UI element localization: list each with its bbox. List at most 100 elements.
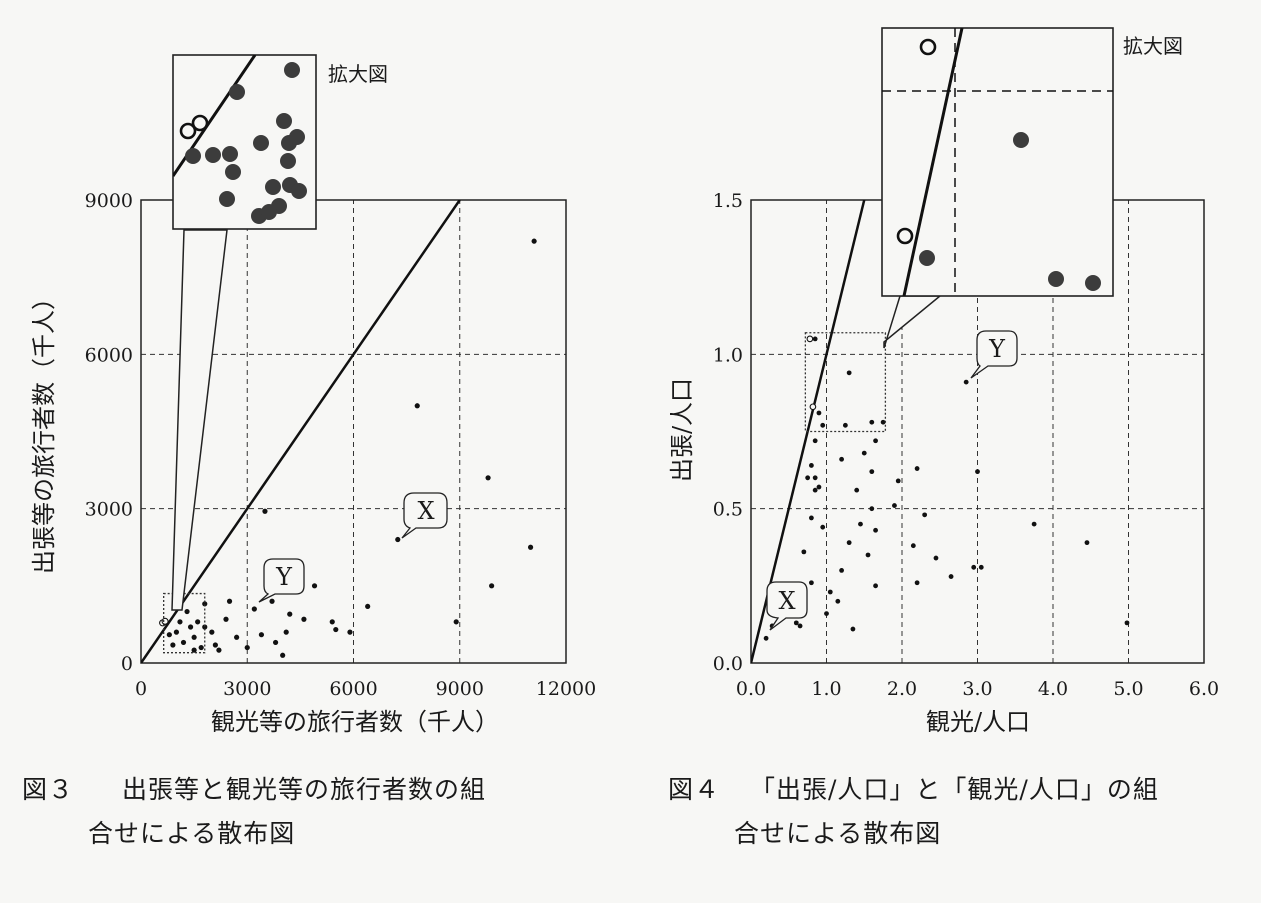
scatter-point	[914, 466, 920, 471]
y-tick-label: 0	[121, 653, 133, 675]
inset-point	[289, 129, 305, 145]
scatter-point	[283, 629, 289, 635]
inset-point	[1013, 132, 1029, 148]
scatter-point	[414, 403, 420, 409]
scatter-point	[812, 475, 818, 481]
fig4-x-axis-label: 観光/人口	[926, 708, 1030, 736]
scatter-point	[202, 624, 208, 630]
scatter-point	[978, 564, 984, 570]
scatter-point	[1124, 620, 1130, 626]
scatter-point	[195, 619, 201, 625]
fig4-y-axis-label: 出張/人口	[668, 378, 696, 482]
fig4-callout-y: Y	[970, 330, 1018, 379]
scatter-point	[395, 536, 401, 543]
inset-point	[229, 84, 245, 100]
scatter-point	[485, 475, 491, 481]
scatter-point	[453, 619, 459, 625]
inset-point	[222, 146, 238, 162]
x-tick-label: 1.0	[811, 678, 841, 700]
fig4-caption-line2: 合せによる散布図	[734, 819, 941, 848]
x-tick-label: 5.0	[1113, 678, 1143, 700]
scatter-point	[212, 642, 218, 648]
scatter-point	[280, 652, 286, 658]
scatter-point	[842, 422, 848, 428]
scatter-point	[850, 626, 856, 632]
scatter-point	[869, 419, 875, 425]
scatter-point	[971, 564, 977, 570]
fig3-caption-line2: 合せによる散布図	[88, 819, 295, 848]
y-tick-label: 6000	[85, 344, 133, 366]
scatter-point	[209, 629, 215, 635]
fig3-reference-line	[141, 200, 461, 663]
fig3-x-axis-label: 観光等の旅行者数（千人）	[211, 708, 499, 736]
scatter-point	[869, 469, 875, 475]
x-tick-label: 6000	[329, 678, 377, 700]
scatter-point	[914, 580, 920, 586]
inset-point	[1085, 275, 1101, 291]
scatter-point	[180, 639, 187, 646]
scatter-point	[869, 506, 875, 512]
scatter-point	[873, 527, 878, 533]
scatter-point	[801, 549, 807, 555]
scatter-point	[173, 629, 180, 635]
scatter-point	[216, 647, 222, 653]
inset-point	[284, 62, 300, 78]
scatter-point-open	[809, 403, 817, 411]
inset-point	[219, 191, 235, 207]
scatter-point	[170, 642, 176, 648]
scatter-point	[333, 626, 339, 633]
scatter-point	[975, 469, 980, 475]
fig4-inset-frame	[881, 27, 1114, 297]
scatter-point	[244, 644, 250, 651]
scatter-point	[865, 552, 871, 558]
fig3-y-axis-label: 出張等の旅行者数（千人）	[30, 286, 58, 574]
scatter-point	[234, 634, 240, 640]
fig3-inset-points	[179, 62, 307, 224]
scatter-point	[963, 379, 969, 385]
x-tick-label: 4.0	[1038, 678, 1068, 700]
scatter-point	[347, 629, 353, 635]
scatter-point	[861, 450, 867, 456]
fig4-callout-x-label: X	[778, 587, 795, 615]
scatter-point-open	[161, 617, 169, 625]
figure-4: 0.0 1.0 2.0 3.0 4.0 5.0 6.00.00.51.01.5 拡大図 X …	[668, 27, 1219, 848]
scatter-point	[166, 632, 172, 638]
scatter-point	[177, 619, 183, 625]
scatter-point	[812, 487, 818, 493]
scatter-point	[226, 598, 233, 604]
scatter-point	[809, 580, 814, 586]
scatter-point	[910, 543, 916, 549]
fig3-gridlines	[141, 200, 566, 663]
scatter-point	[262, 508, 268, 514]
scatter-point	[805, 475, 811, 481]
scatter-point	[839, 456, 844, 462]
fig4-inset: 拡大図	[881, 27, 1183, 297]
y-tick-label: 3000	[85, 499, 133, 521]
inset-point	[205, 147, 221, 163]
scatter-point	[873, 583, 878, 589]
inset-point-open	[179, 122, 197, 140]
scatter-point	[892, 503, 897, 508]
x-tick-label: 3000	[223, 678, 271, 700]
scatter-point	[839, 568, 844, 573]
inset-point	[265, 179, 281, 195]
scatter-point	[258, 632, 265, 638]
scatter-point	[812, 336, 818, 342]
scatter-point	[812, 438, 818, 444]
fig4-callout-y-label: Y	[988, 335, 1006, 363]
scatter-point	[329, 619, 335, 625]
inset-point	[276, 113, 292, 129]
fig3-caption-number: 図３	[22, 775, 74, 804]
inset-point	[261, 204, 277, 220]
scatter-point	[223, 616, 229, 622]
fig4-caption-number: 図４	[668, 775, 720, 804]
fig4-inset-reference-line	[902, 28, 964, 296]
inset-point-open	[919, 38, 937, 56]
fig4-caption-line1: 「出張/人口」と「観光/人口」の組	[750, 775, 1159, 804]
y-tick-label: 0.0	[713, 653, 743, 675]
scatter-point	[820, 422, 826, 428]
scatter-point	[793, 620, 799, 626]
inset-point	[185, 148, 201, 164]
